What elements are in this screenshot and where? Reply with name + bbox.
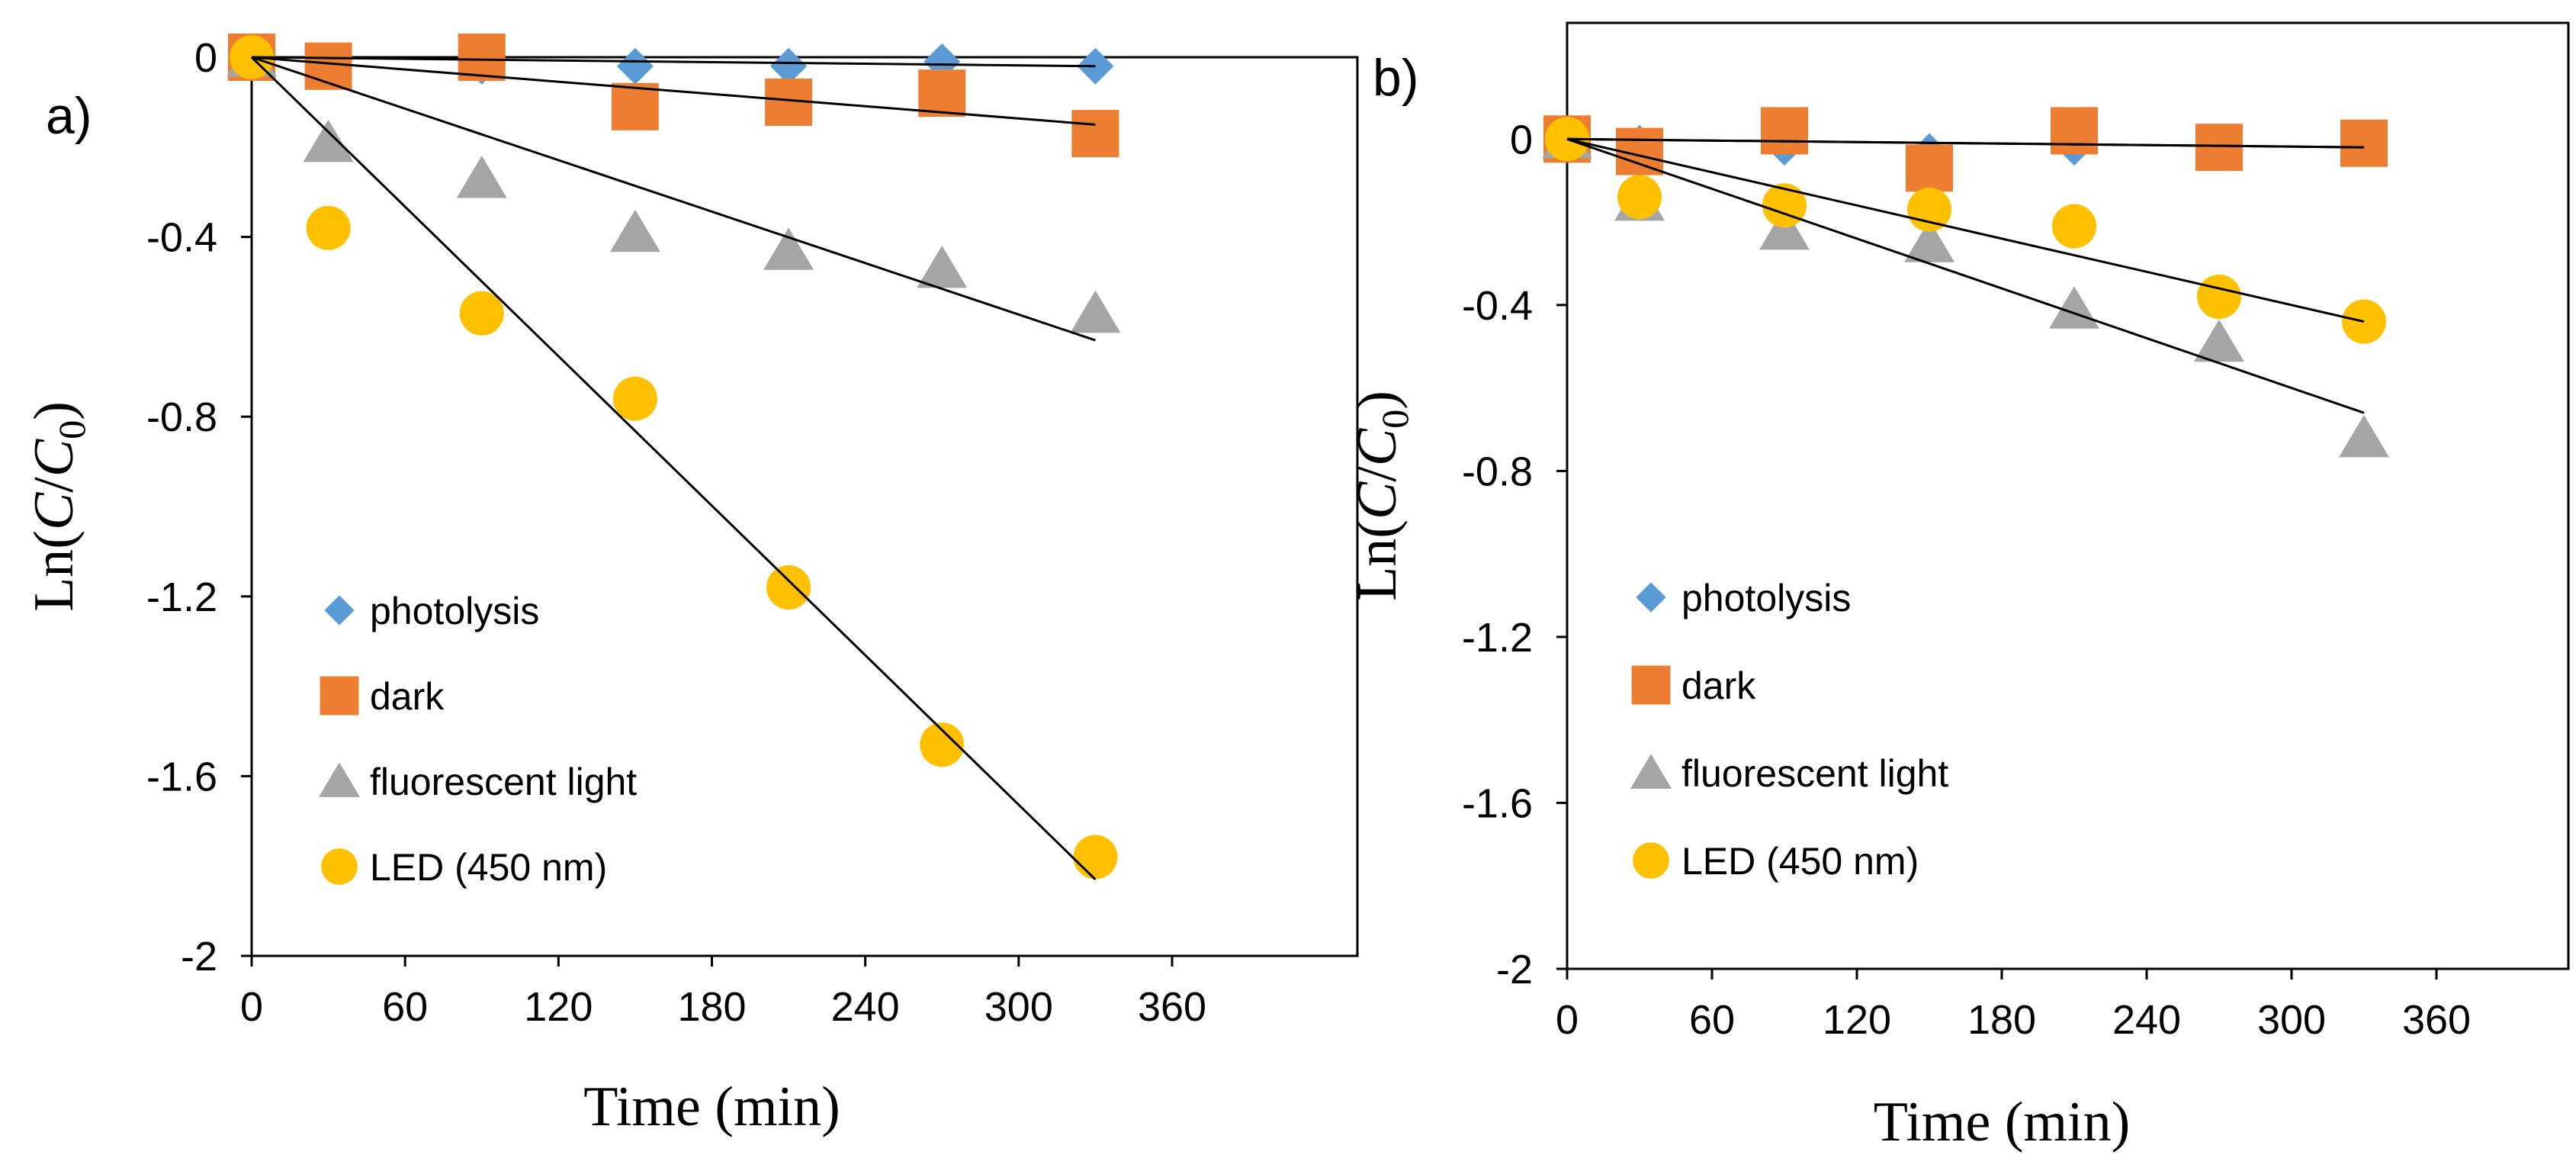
panel-a-point-triangle (456, 156, 507, 198)
panel-b-fit-line-square (1566, 137, 2365, 149)
panel-a-panel-label: a) (46, 87, 92, 145)
panel-b-legend-marker-square (1631, 665, 1671, 705)
panel-b-y-tick-label: -1.2 (1462, 615, 1533, 661)
panel-a-x-tick-label: 120 (524, 984, 593, 1030)
panel-a-point-triangle (303, 119, 354, 162)
panel-a-y-tick-label: -1.6 (146, 754, 217, 799)
panel-a-x-axis-label: Time (min) (583, 1076, 840, 1138)
panel-b-y-tick-label: -2 (1496, 947, 1533, 992)
panel-a-y-tick-label: -2 (181, 934, 217, 980)
panel-a-y-tick-label: 0 (194, 35, 217, 81)
panel-b-point-triangle (2194, 319, 2244, 362)
panel-a-point-square (1071, 110, 1119, 158)
panel-a-series-triangle (226, 34, 1121, 333)
panel-b-legend-marker-diamond (1636, 582, 1666, 613)
panel-b-x-tick-label: 0 (1556, 997, 1579, 1043)
panel-b-x-tick-label: 240 (2112, 997, 2181, 1043)
panel-a-legend-marker-diamond (324, 595, 355, 626)
panel-b-legend-label: LED (450 nm) (1681, 840, 1919, 883)
panel-a-y-tick-label: -0.8 (146, 394, 217, 440)
panel-b-chart: b) 0 60 120 180 240 300 360 0 -0.4 -0.8 -1.2 -1.6 -2 T… (1346, 21, 2570, 1153)
panel-a-x-tick-label: 0 (240, 984, 263, 1030)
panel-b-series-triangle (1542, 116, 2389, 458)
panel-b-x-axis-label: Time (min) (1874, 1091, 2130, 1153)
panel-b-point-square (1761, 107, 1808, 155)
panel-a-point-triangle (609, 209, 660, 253)
panel-a-point-circle (766, 565, 811, 610)
panel-a-fit-line-square (251, 56, 1096, 126)
panel-a-point-circle (1073, 835, 1118, 880)
panel-a-y-tick-label: -1.2 (146, 574, 217, 620)
panel-b-legend-marker-circle (1633, 842, 1669, 879)
panel-a-x-tick-label: 300 (984, 984, 1053, 1030)
panel-b-y-tick-label: -0.8 (1462, 449, 1533, 494)
panel-b-point-square (2195, 124, 2243, 172)
panel-b-legend-label: fluorescent light (1681, 752, 1948, 795)
panel-b-legend-marker-triangle (1630, 754, 1672, 789)
panel-a-x-tick-label: 360 (1138, 984, 1206, 1030)
panel-a-point-circle (612, 376, 657, 421)
panel-a-point-triangle (1070, 290, 1121, 333)
panel-b-point-triangle (2339, 414, 2389, 458)
panel-b-x-tick-label: 120 (1823, 997, 1891, 1043)
panel-b-y-tick-label: 0 (1510, 117, 1533, 162)
panel-b-y-axis-label: Ln(C/C0) (1346, 391, 1416, 601)
panel-b-point-square (2051, 107, 2098, 155)
panel-a-x-tick-label: 180 (677, 984, 746, 1030)
panel-a-point-circle (920, 722, 965, 767)
panel-b-plot-frame (1566, 21, 2570, 970)
panel-b-legend-label: photolysis (1681, 577, 1851, 619)
panel-a-legend-label: fluorescent light (370, 761, 637, 803)
panel-b-x-tick-label: 300 (2257, 997, 2326, 1043)
panel-a-x-tick-label: 60 (382, 984, 428, 1030)
panel-b-point-circle (1617, 175, 1662, 220)
panel-a-fit-line-diamond (251, 56, 1096, 68)
panel-a-series-square (228, 34, 1119, 158)
panel-b-point-triangle (1759, 207, 1810, 250)
panel-a-plot-frame (250, 56, 1359, 957)
panel-a-chart: a) 0 60 120 180 240 300 360 0 -0.4 -0.8 -1.2 -1.6 -2 T… (23, 34, 1359, 1138)
panel-b-point-square (1906, 144, 1953, 192)
panel-b-panel-label: b) (1373, 49, 1418, 107)
panel-b-series-circle (1545, 117, 2386, 344)
panel-a-series-circle (230, 35, 1118, 880)
panel-a-point-diamond (770, 47, 808, 85)
panel-b-series-square (1543, 107, 2388, 192)
panel-b-legend: photolysis dark fluorescent light LED (450 … (1630, 577, 1948, 883)
panel-b-point-circle (2197, 274, 2241, 319)
panel-a-legend-label: LED (450 nm) (370, 846, 607, 889)
panel-a-point-diamond (616, 47, 654, 85)
panel-a-legend-marker-triangle (318, 762, 361, 797)
panel-a-point-square (918, 69, 966, 117)
panel-b-fit-line-triangle (1566, 137, 2365, 414)
panel-a-legend-marker-circle (321, 848, 358, 885)
panel-b-x-tick-label: 360 (2402, 997, 2471, 1043)
panel-b-x-tick-label: 60 (1689, 997, 1735, 1043)
panel-a-fit-line-triangle (251, 56, 1096, 342)
panel-a-x-tick-label: 240 (831, 984, 900, 1030)
panel-a-point-square (611, 82, 659, 130)
panel-b-legend-label: dark (1681, 664, 1756, 707)
panel-a-y-tick-label: -0.4 (146, 215, 217, 261)
panel-a-legend-label: dark (370, 675, 445, 718)
panel-b-point-circle (2052, 204, 2096, 249)
panel-b-x-tick-label: 180 (1967, 997, 2036, 1043)
panel-a-point-circle (306, 205, 351, 250)
panel-b-fit-line-circle (1566, 137, 2365, 323)
panel-a-point-square (458, 34, 506, 81)
panel-a-legend: photolysis dark fluorescent light LED (450 … (318, 590, 637, 889)
panel-b-y-tick-label: -1.6 (1462, 780, 1533, 826)
panel-a-y-axis-label: Ln(C/C0) (23, 401, 93, 612)
panel-b-point-triangle (1904, 220, 1954, 262)
panel-a-legend-marker-square (320, 676, 359, 716)
panel-a-point-triangle (763, 227, 814, 270)
panel-a-point-triangle (917, 245, 968, 288)
panel-a-fit-line-circle (250, 56, 1097, 880)
panel-b-point-square (2340, 119, 2388, 167)
panel-a-point-circle (459, 291, 504, 336)
panel-b-y-tick-label: -0.4 (1462, 283, 1533, 329)
panel-a-legend-label: photolysis (370, 590, 539, 632)
